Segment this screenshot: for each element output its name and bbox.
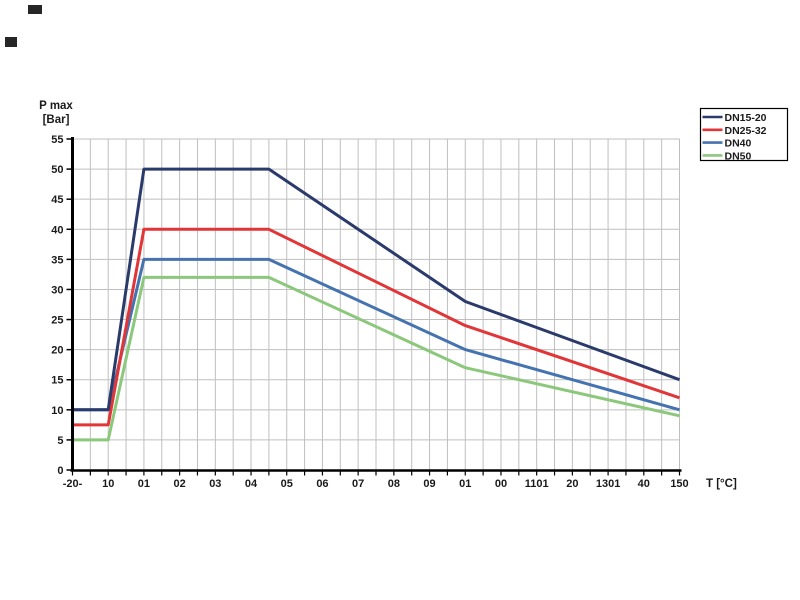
x-tick-label: 1101: [525, 478, 549, 490]
y-tick-label: 20: [51, 345, 63, 357]
x-tick-label: 01: [138, 478, 150, 490]
y-tick-label: 10: [51, 405, 63, 417]
x-tick-label: 40: [638, 478, 650, 490]
x-tick-label: 09: [423, 478, 435, 490]
legend-entry-label: DN15-20: [725, 112, 767, 124]
legend-entry-label: DN50: [725, 150, 752, 162]
x-tick-label: 04: [245, 478, 258, 490]
y-tick-label: 45: [51, 194, 63, 206]
corner-mark-left-icon: [5, 37, 17, 47]
x-tick-label: 06: [316, 478, 328, 490]
series-line-dn15-20: [72, 167, 681, 412]
legend-entry-label: DN40: [725, 138, 752, 150]
y-tick-label: 25: [51, 315, 63, 327]
y-tick-label: 5: [57, 435, 63, 447]
grid-lines: [72, 138, 680, 470]
x-axis-title: T [°C]: [706, 478, 737, 490]
x-tick-label: 07: [352, 478, 364, 490]
x-tick-label: 00: [495, 478, 507, 490]
y-tick-label: 40: [51, 224, 63, 236]
x-tick-label: 01: [459, 478, 471, 490]
series-line-dn25-32: [72, 227, 680, 427]
y-tick-label: 0: [57, 465, 63, 477]
x-tick-label: -20-: [63, 478, 83, 490]
y-axis-title: [Bar]: [43, 114, 70, 126]
y-tick-label: 55: [51, 134, 63, 146]
axis-ticks: [66, 138, 681, 476]
y-tick-label: 30: [51, 284, 63, 296]
axes: [70, 137, 682, 472]
x-tick-label: 02: [173, 478, 185, 490]
x-tick-label: 150: [670, 478, 688, 490]
corner-mark-top-icon: [28, 5, 42, 14]
series-lines: [72, 167, 681, 442]
y-tick-label: 15: [51, 375, 63, 387]
x-tick-label: 10: [102, 478, 114, 490]
y-tick-label: 50: [51, 164, 63, 176]
y-axis-title: P max: [39, 100, 73, 112]
y-tick-label: 35: [51, 254, 63, 266]
x-tick-label: 20: [566, 478, 578, 490]
x-tick-label: 05: [281, 478, 293, 490]
x-tick-label: 03: [209, 478, 221, 490]
x-tick-label: 1301: [596, 478, 620, 490]
x-tick-label: 08: [388, 478, 400, 490]
legend-entry-label: DN25-32: [725, 125, 767, 137]
series-line-dn50: [72, 275, 680, 442]
